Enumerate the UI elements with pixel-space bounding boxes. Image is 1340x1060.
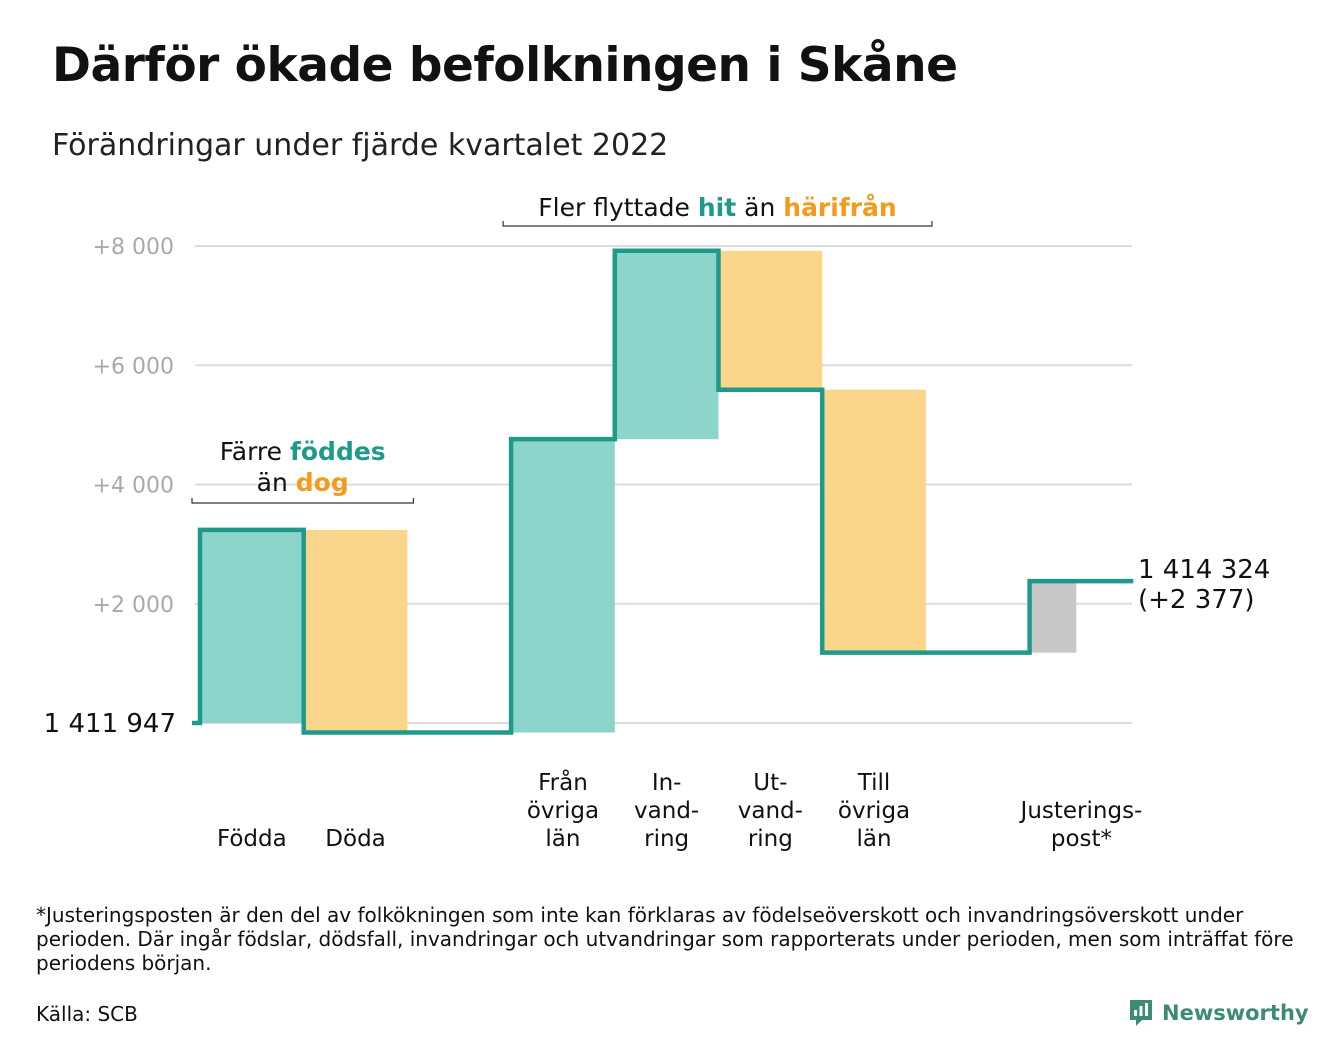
annotation-text: än dog	[257, 468, 349, 497]
annotation-text: Färre föddes	[220, 437, 386, 466]
category-label: Till övriga län	[838, 770, 910, 852]
running-total-path	[192, 248, 1134, 735]
newsworthy-logo-icon	[1130, 1000, 1152, 1026]
bar-decrease	[718, 250, 823, 390]
bar-decrease	[822, 389, 926, 653]
running-total-line	[192, 248, 1134, 735]
annotation-bracket	[191, 498, 414, 504]
category-label: Från övriga län	[527, 768, 599, 852]
bar-increase	[511, 439, 615, 733]
category-labels: Födda Döda Från övriga län In-vand-ring Ut-van…	[217, 768, 1142, 852]
y-tick-label: +8 000	[93, 235, 174, 260]
category-label: In-vand-ring	[634, 770, 699, 852]
bar-adjustment	[1029, 581, 1077, 653]
brand-name: Newsworthy	[1162, 1001, 1309, 1025]
annotation-text: Fler flyttade hit än härifrån	[538, 193, 896, 222]
y-tick-label: +2 000	[93, 593, 174, 618]
category-label: Ut-vand-ring	[738, 770, 803, 852]
category-label: Justerings-post*	[1019, 798, 1143, 852]
bars	[200, 250, 1077, 733]
y-tick-label: +6 000	[93, 354, 174, 379]
bar-increase	[200, 529, 304, 723]
annotation-bracket	[502, 221, 933, 227]
bar-increase	[614, 250, 719, 440]
start-value-label: 1 411 947	[44, 709, 176, 739]
y-tick-label: +4 000	[93, 474, 174, 499]
y-axis-ticks: +2 000 +4 000 +6 000 +8 000	[93, 235, 174, 618]
end-value-label: 1 414 324	[1138, 555, 1270, 585]
bar-decrease	[303, 529, 408, 733]
footnote: *Justeringsposten är den del av folkökni…	[36, 903, 1294, 975]
chart-subtitle: Förändringar under fjärde kvartalet 2022	[52, 128, 669, 163]
category-label: Födda	[217, 826, 287, 852]
category-label: Döda	[325, 826, 385, 852]
end-change-label: (+2 377)	[1138, 585, 1255, 615]
brand-logo[interactable]: Newsworthy	[1128, 998, 1309, 1028]
chart-title: Därför ökade befolkningen i Skåne	[52, 38, 958, 93]
value-labels: 1 411 947 1 414 324(+2 377)	[44, 555, 1271, 739]
waterfall-chart: +2 000 +4 000 +6 000 +8 000 Födda Döda Från öv…	[44, 193, 1271, 852]
source-text: Källa: SCB	[36, 1002, 138, 1026]
